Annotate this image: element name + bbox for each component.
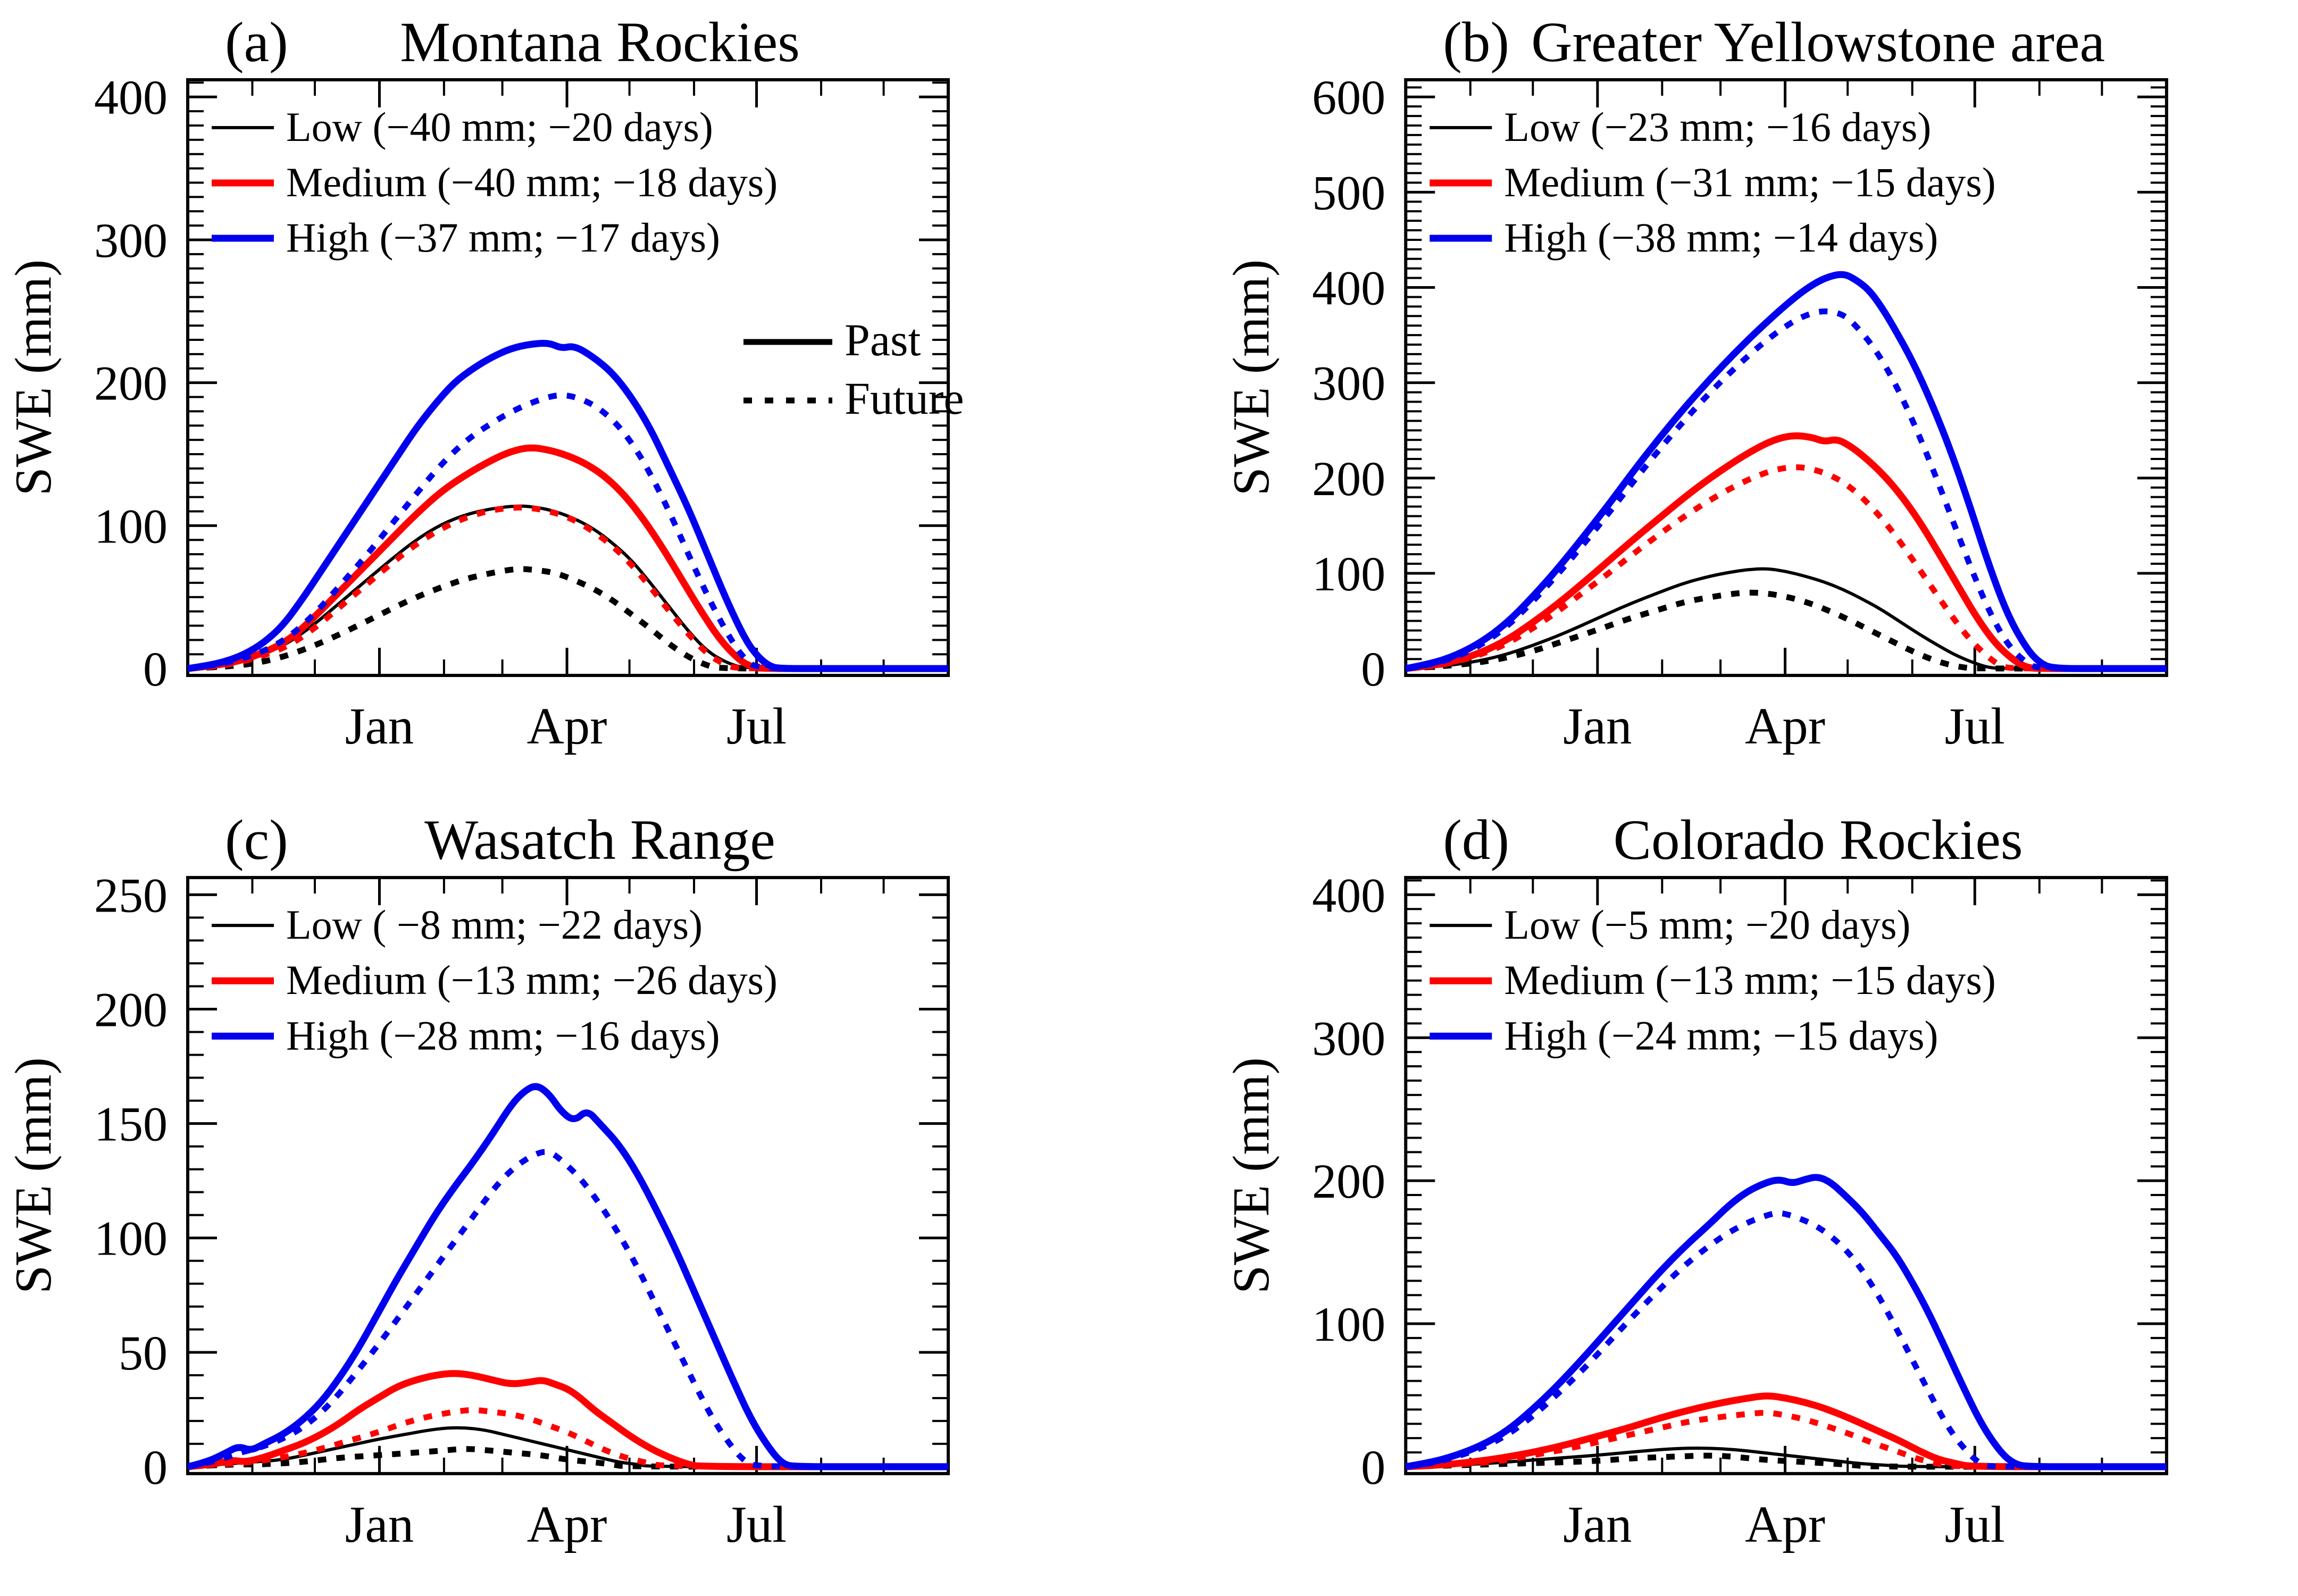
series-high-future-line: [187, 1149, 948, 1470]
x-tick-label: Jan: [1563, 1496, 1632, 1553]
panel-title: Wasatch Range: [424, 809, 775, 872]
x-tick-label: Apr: [1745, 698, 1825, 755]
series-low-past-line: [187, 504, 948, 671]
y-tick-label: 200: [1312, 1154, 1385, 1208]
panel-a-cell: (a) Montana Rockies 0 100 200 300 400 Jan Apr Jul…: [0, 0, 1149, 798]
y-tick-label: 100: [94, 499, 168, 553]
y-tick-label: 0: [1361, 1440, 1385, 1494]
panel-root: (d) Colorado Rockies 0 100 200 300 400 Jan Apr Ju…: [1223, 809, 2168, 1553]
panel-b-chart: (b) Greater Yellowstone area 0 100 200 300 400…: [1223, 11, 2168, 755]
series-high-past-line: [1405, 1174, 2167, 1470]
legend-entry-label: Low (−5 mm; −20 days): [1504, 901, 1910, 948]
x-tick-label: Jan: [345, 1496, 414, 1553]
y-tick-label: 250: [94, 868, 168, 922]
x-tick-label: Jul: [1945, 1496, 2005, 1553]
panel-letter: (a): [225, 11, 288, 74]
y-tick-label: 300: [94, 213, 168, 268]
panel-letter: (b): [1443, 11, 1509, 74]
panel-letter: (d): [1443, 809, 1509, 872]
y-axis-label: SWE (mm): [5, 260, 62, 496]
panel-root: (b) Greater Yellowstone area 0 100 200 300 400…: [1223, 11, 2168, 755]
series-high-future-line: [187, 392, 948, 672]
panel-title: Greater Yellowstone area: [1531, 11, 2105, 74]
series-low-past-line: [1406, 567, 2167, 671]
y-tick-label: 400: [94, 70, 168, 124]
panel-root: (c) Wasatch Range 0 50 100 150 200 250 Jan Apr Jul…: [5, 809, 950, 1553]
past-label: Past: [845, 314, 921, 365]
legend-entry-label: High (−28 mm; −16 days): [286, 1012, 720, 1058]
series-high-past-line: [1405, 271, 2167, 672]
legend-entry-label: Medium (−31 mm; −15 days): [1504, 159, 1995, 205]
legend-entry-label: Low (−23 mm; −16 days): [1504, 104, 1931, 150]
y-tick-label: 0: [1361, 642, 1385, 696]
series-medium-past-line: [1405, 432, 2167, 672]
x-tick-label: Jul: [1945, 698, 2005, 755]
legend-entry-label: High (−37 mm; −17 days): [286, 214, 720, 261]
panel-root: (a) Montana Rockies 0 100 200 300 400 Jan Apr Jul…: [5, 11, 964, 755]
series-medium-future-line: [187, 504, 948, 672]
series-high-past-line: [187, 1083, 948, 1470]
series-low-future-line: [187, 566, 948, 672]
y-tick-label: 200: [1312, 452, 1385, 506]
panel-d-chart: (d) Colorado Rockies 0 100 200 300 400 Jan Apr Ju…: [1223, 809, 2168, 1553]
x-tick-label: Apr: [527, 1496, 607, 1553]
legend-entry-label: High (−24 mm; −15 days): [1504, 1012, 1938, 1058]
y-tick-label: 600: [1312, 70, 1385, 124]
series-high-future-line: [1405, 308, 2167, 672]
x-tick-label: Apr: [1745, 1496, 1825, 1553]
panel-c-chart: (c) Wasatch Range 0 50 100 150 200 250 Jan Apr Jul…: [5, 809, 950, 1553]
y-tick-label: 0: [143, 1440, 168, 1494]
panel-c-cell: (c) Wasatch Range 0 50 100 150 200 250 Jan Apr Jul…: [0, 798, 1149, 1596]
legend-entry-label: Medium (−13 mm; −26 days): [286, 957, 778, 1003]
y-tick-label: 100: [1312, 1297, 1385, 1351]
y-tick-label: 100: [94, 1211, 168, 1266]
y-tick-label: 0: [143, 642, 168, 696]
panel-title: Colorado Rockies: [1614, 809, 2023, 872]
y-tick-label: 400: [1312, 868, 1385, 922]
panel-a-chart: (a) Montana Rockies 0 100 200 300 400 Jan Apr Jul…: [5, 11, 964, 755]
y-tick-label: 100: [1312, 547, 1385, 601]
series-medium-past-line: [1405, 1392, 2167, 1470]
legend-entry-label: Medium (−40 mm; −18 days): [286, 159, 778, 205]
y-tick-label: 150: [94, 1097, 168, 1151]
legend-entry-label: Low ( −8 mm; −22 days): [286, 901, 703, 948]
panel-title: Montana Rockies: [400, 11, 800, 74]
series-high-future-line: [1405, 1210, 2167, 1470]
series-medium-future-line: [187, 1407, 948, 1470]
series-medium-past-line: [187, 1370, 948, 1470]
x-tick-label: Jul: [726, 698, 787, 755]
series-low-past-line: [1406, 1446, 2167, 1468]
panel-d-cell: (d) Colorado Rockies 0 100 200 300 400 Jan Apr Ju…: [1149, 798, 2298, 1596]
x-tick-label: Jan: [345, 698, 414, 755]
future-label: Future: [845, 373, 964, 424]
y-tick-label: 300: [1312, 356, 1385, 411]
y-tick-label: 500: [1312, 165, 1385, 220]
series-high-past-line: [187, 340, 948, 672]
legend-entry-label: Low (−40 mm; −20 days): [286, 104, 713, 150]
y-tick-label: 200: [94, 982, 168, 1037]
y-tick-label: 200: [94, 356, 168, 411]
y-tick-label: 300: [1312, 1011, 1385, 1065]
y-tick-label: 50: [119, 1326, 168, 1380]
y-tick-label: 400: [1312, 261, 1385, 315]
panel-b-cell: (b) Greater Yellowstone area 0 100 200 300 400…: [1149, 0, 2298, 798]
x-tick-label: Jul: [726, 1496, 787, 1553]
panel-letter: (c): [225, 809, 288, 872]
series-medium-future-line: [1405, 464, 2167, 672]
y-axis-label: SWE (mm): [1223, 260, 1280, 496]
x-tick-label: Jan: [1563, 698, 1632, 755]
y-axis-label: SWE (mm): [1223, 1057, 1280, 1294]
x-tick-label: Apr: [527, 698, 607, 755]
y-axis-label: SWE (mm): [5, 1057, 62, 1294]
legend-entry-label: Medium (−13 mm; −15 days): [1504, 957, 1996, 1003]
legend-entry-label: High (−38 mm; −14 days): [1504, 214, 1938, 261]
